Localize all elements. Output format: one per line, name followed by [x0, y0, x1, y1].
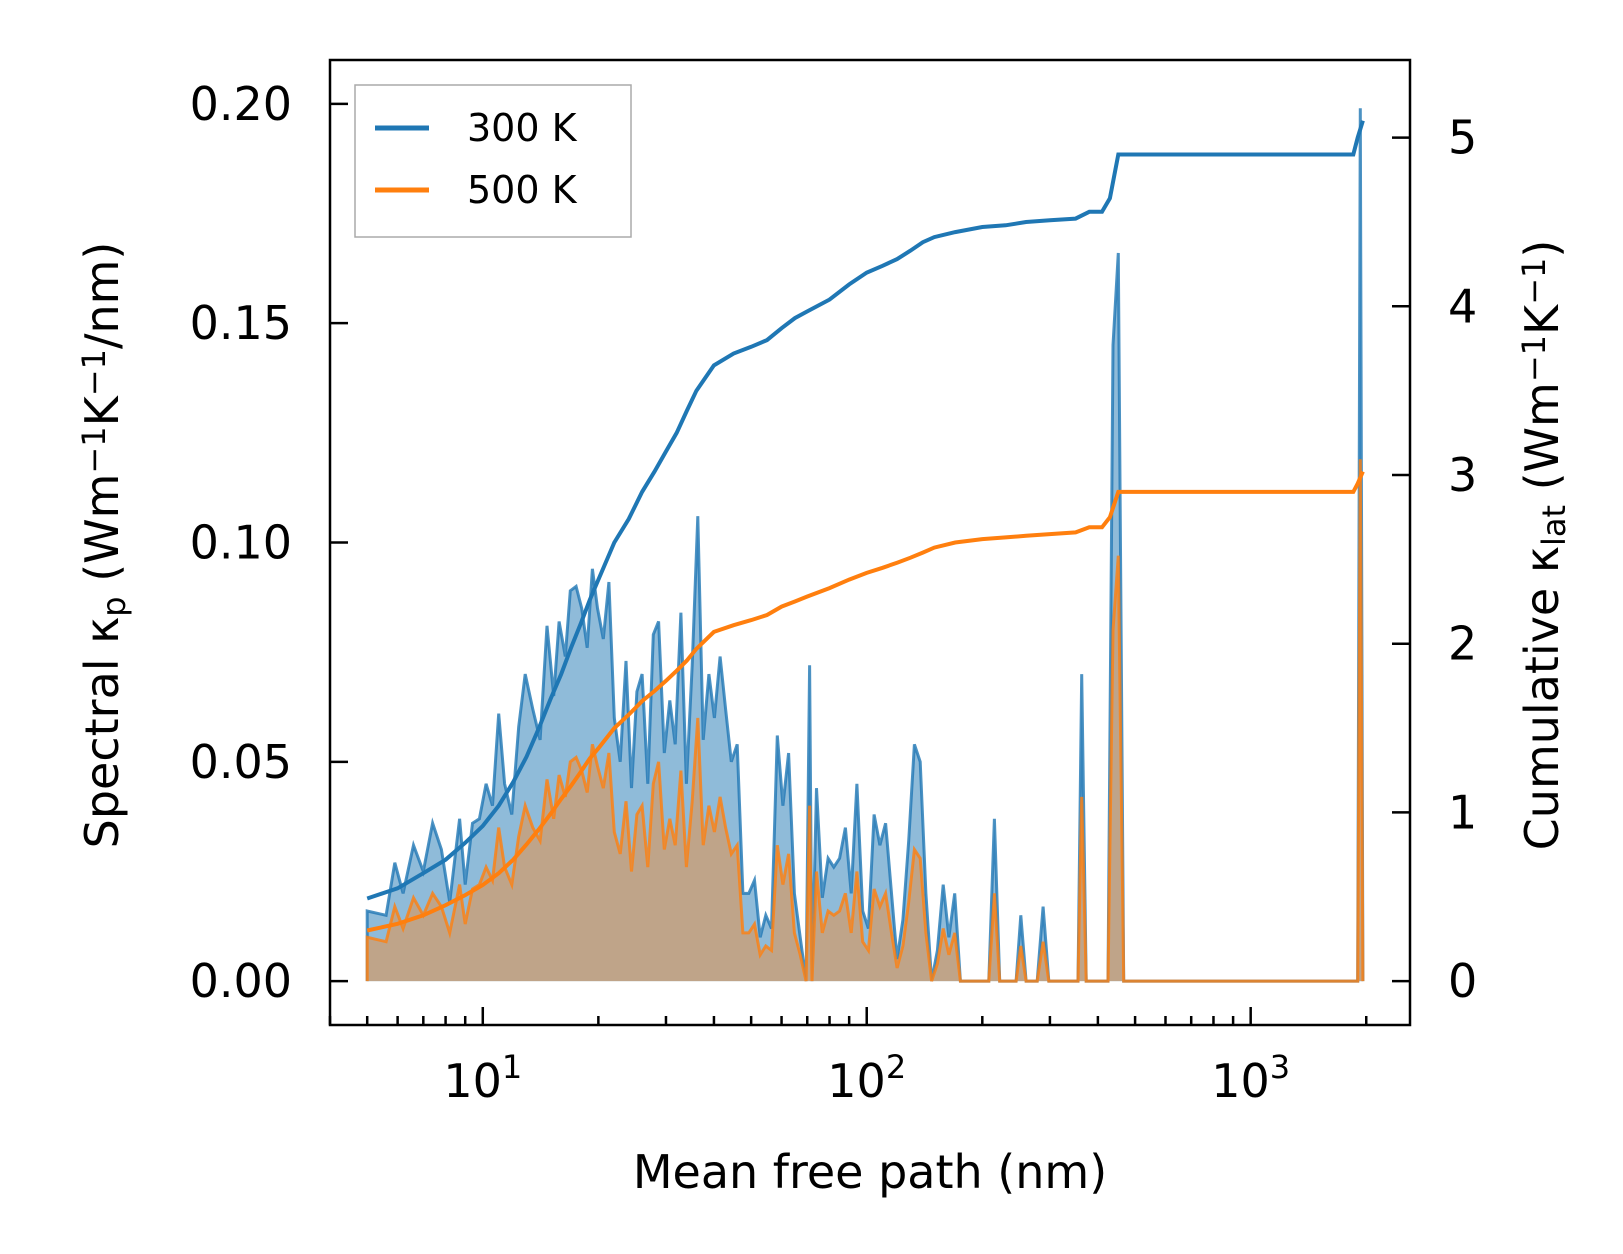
x-tick-label: 102 [827, 1048, 906, 1108]
spectral-fills [365, 108, 1365, 983]
y-left-tick-label: 0.15 [190, 296, 292, 350]
y-right-tick-label: 2 [1448, 617, 1477, 671]
cumulative-lines [366, 120, 1365, 933]
cumulative-line-300k [366, 120, 1365, 901]
x-tick-label: 103 [1211, 1048, 1290, 1108]
y-left-tick-label: 0.20 [190, 77, 292, 131]
y-left-axis-label: Spectral κp (Wm−1K−1/nm) [75, 242, 133, 849]
spectral-area-500k [367, 459, 1363, 982]
x-tick-label: 101 [443, 1048, 522, 1108]
legend-label-300k: 300 K [467, 106, 578, 150]
y-left-tick-label: 0.10 [190, 516, 292, 570]
legend-label-500k: 500 K [467, 168, 578, 212]
y-right-axis-ticks: 0 1 2 3 4 5 [1392, 111, 1477, 1008]
y-right-tick-label: 4 [1448, 279, 1477, 333]
y-left-tick-label: 0.00 [190, 954, 292, 1008]
y-right-tick-label: 5 [1448, 111, 1477, 165]
y-left-axis-ticks: 0.00 0.05 0.10 0.15 0.20 [190, 77, 348, 1008]
plot-area [365, 108, 1365, 983]
y-right-tick-label: 1 [1448, 785, 1477, 839]
y-right-tick-label: 3 [1448, 448, 1477, 502]
y-right-tick-label: 0 [1448, 954, 1477, 1008]
y-right-axis-label: Cumulative κlat (Wm−1K−1) [1515, 240, 1573, 851]
y-left-tick-label: 0.05 [190, 735, 292, 789]
legend-box [354, 84, 632, 238]
x-axis-label: Mean free path (nm) [633, 1145, 1107, 1199]
legend: 300 K 500 K [354, 84, 632, 238]
cumulative-line-500k [366, 470, 1365, 933]
spectral-line-500k [365, 459, 1365, 983]
x-axis-ticks: 101 102 103 [328, 1007, 1368, 1108]
